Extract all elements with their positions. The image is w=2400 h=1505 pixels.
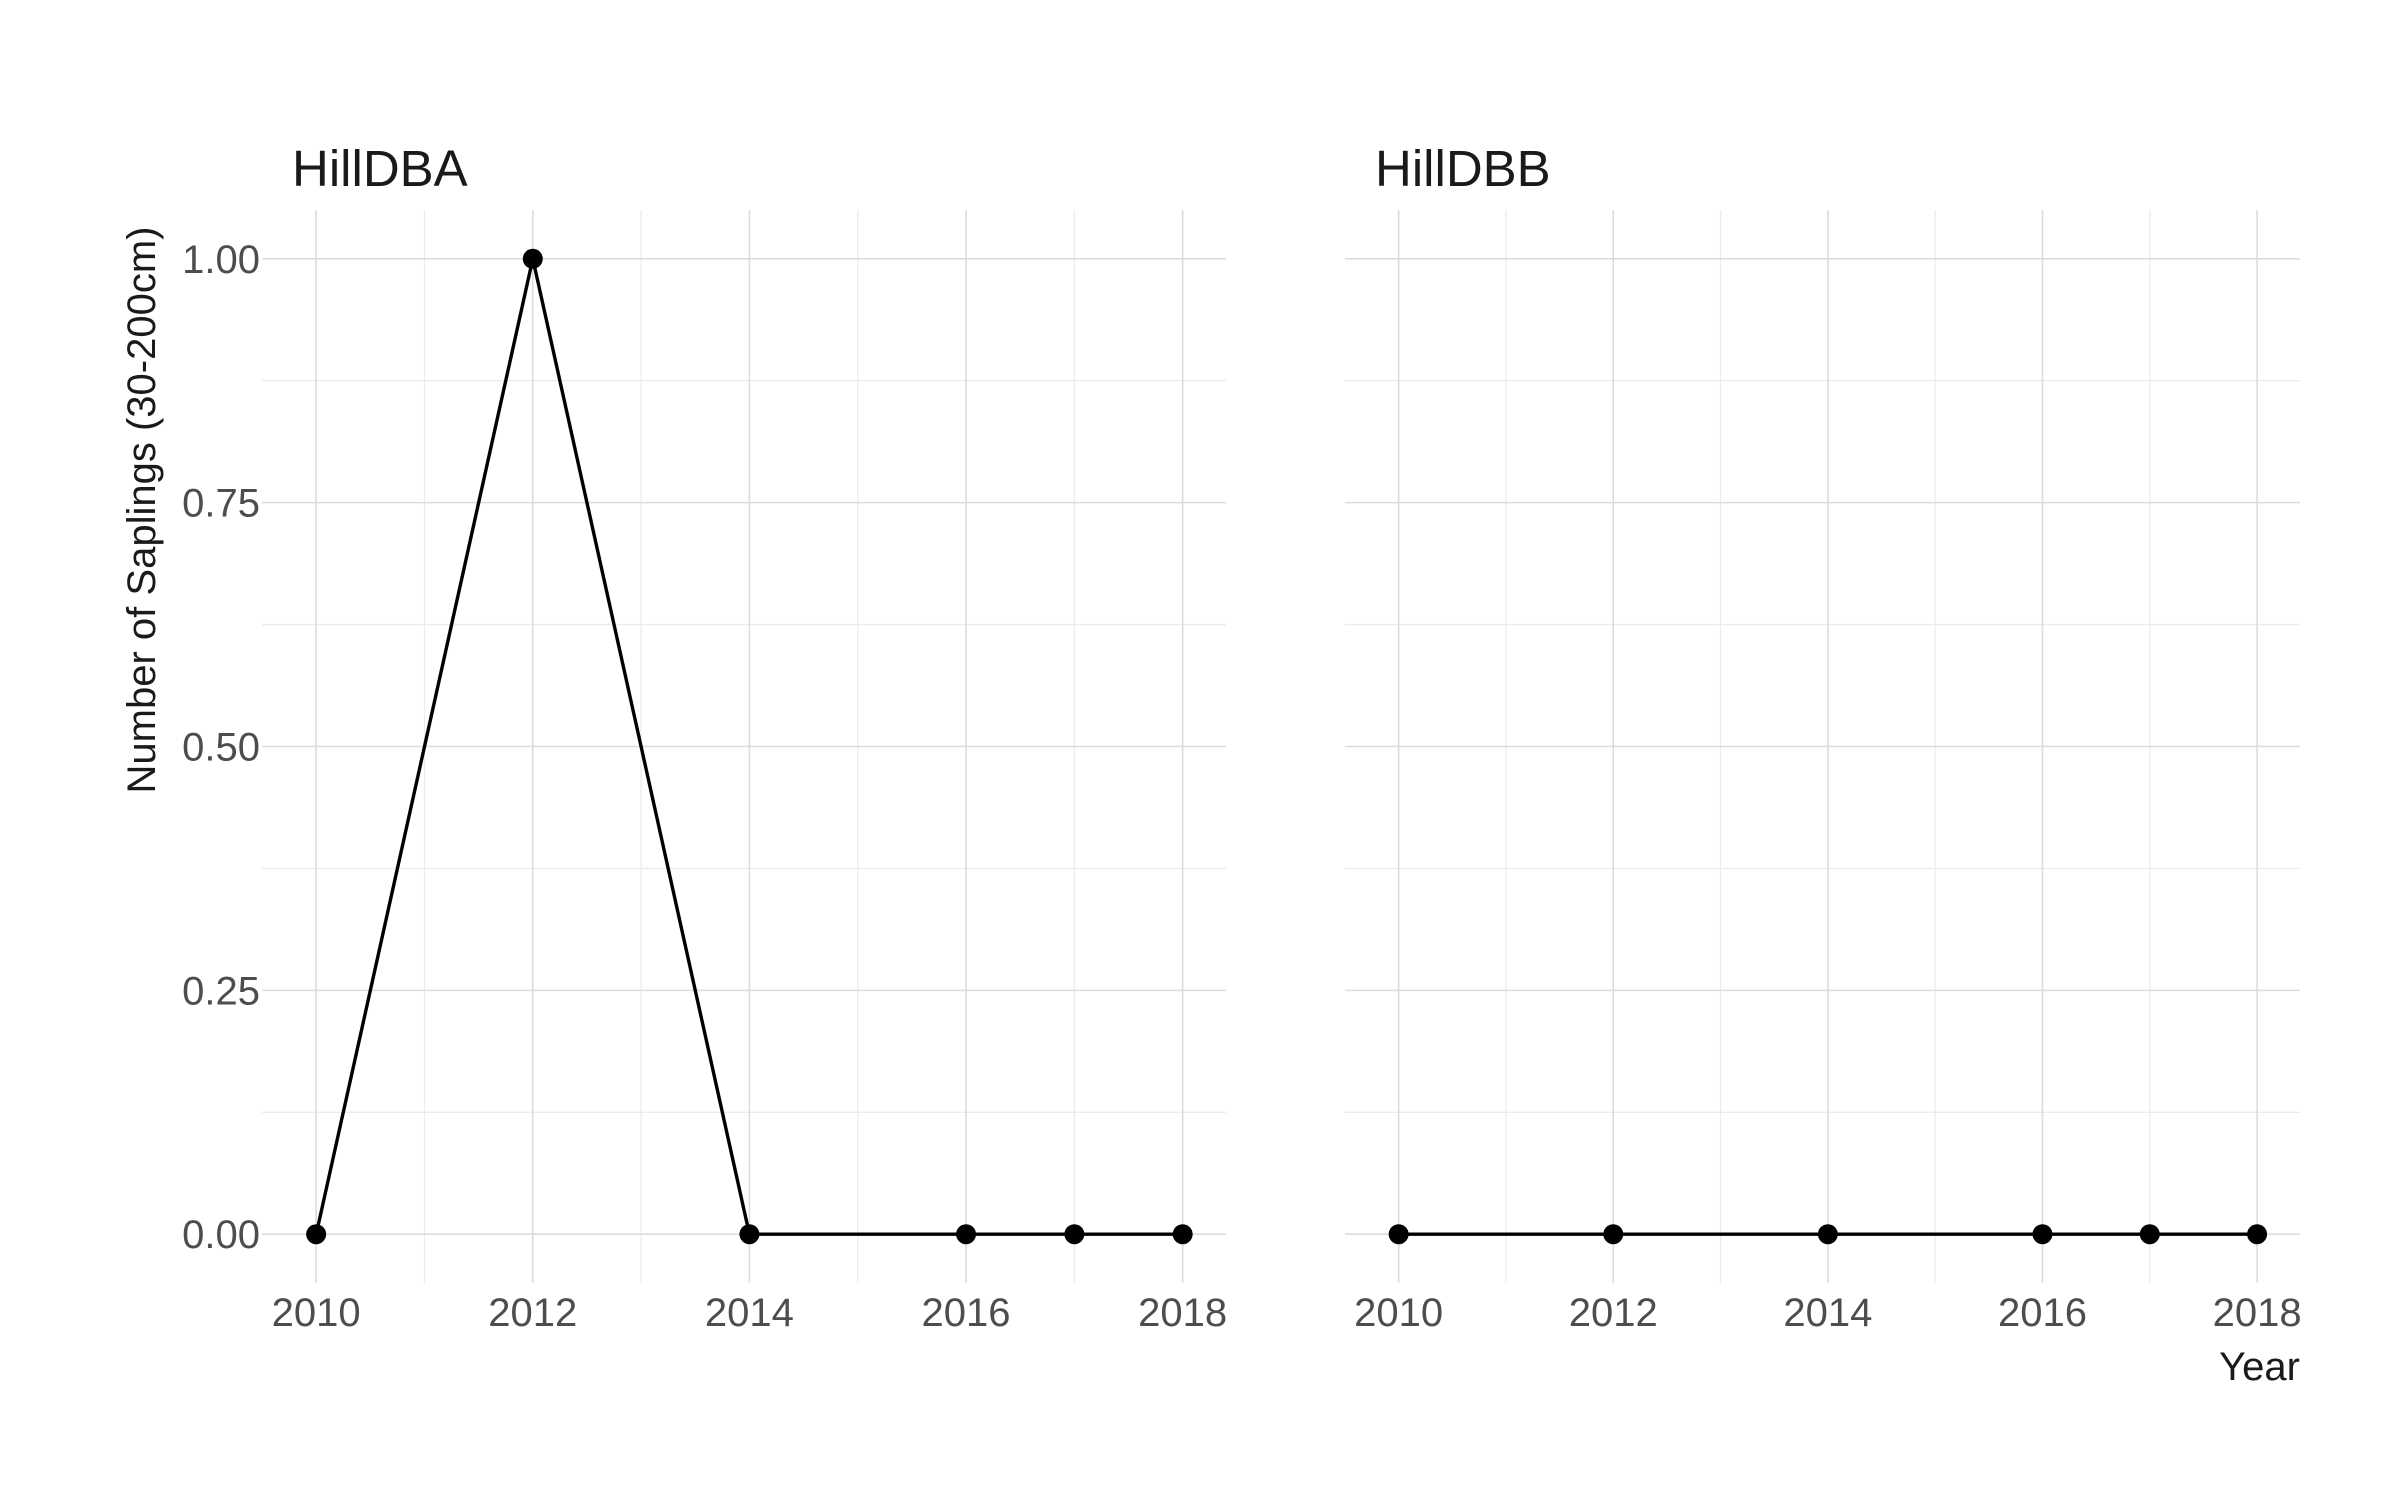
y-tick-label: 0.00 bbox=[182, 1213, 260, 1257]
panel-1-data-point bbox=[306, 1224, 327, 1245]
y-tick-label: 0.25 bbox=[182, 969, 260, 1013]
panel-2-data-point bbox=[1388, 1224, 1409, 1245]
panel-1-data-point bbox=[1064, 1224, 1085, 1245]
panel-1-x-tick-label: 2012 bbox=[488, 1291, 577, 1335]
panel-2-title: HillDBB bbox=[1375, 140, 1551, 197]
panel-2-data-point bbox=[2247, 1224, 2268, 1245]
panel-1-data-point bbox=[956, 1224, 977, 1245]
panel-1-x-tick-label: 2010 bbox=[272, 1291, 361, 1335]
y-tick-label: 1.00 bbox=[182, 238, 260, 282]
panel-2-x-tick-label: 2016 bbox=[1998, 1291, 2087, 1335]
y-axis-title: Number of Saplings (30-200cm) bbox=[120, 227, 164, 794]
panel-2-x-tick-label: 2010 bbox=[1354, 1291, 1443, 1335]
x-axis-title: Year bbox=[2219, 1345, 2300, 1389]
panel-2-data-point bbox=[2139, 1224, 2160, 1245]
panel-1-x-tick-label: 2018 bbox=[1138, 1291, 1227, 1335]
panel-2-x-tick-label: 2018 bbox=[2213, 1291, 2302, 1335]
panel-1-data-point bbox=[1172, 1224, 1193, 1245]
panel-1-x-tick-label: 2016 bbox=[922, 1291, 1011, 1335]
panel-1-data-point bbox=[739, 1224, 760, 1245]
panel-1-x-tick-label: 2014 bbox=[705, 1291, 794, 1335]
y-tick-label: 0.75 bbox=[182, 482, 260, 526]
panel-2-data-point bbox=[1603, 1224, 1624, 1245]
panel-2-data-point bbox=[1817, 1224, 1838, 1245]
panel-2-data-point bbox=[2032, 1224, 2053, 1245]
panel-1-title: HillDBA bbox=[292, 140, 468, 197]
panel-2-x-tick-label: 2012 bbox=[1569, 1291, 1658, 1335]
panel-1-data-point bbox=[522, 248, 543, 269]
panel-2-x-tick-label: 2014 bbox=[1783, 1291, 1872, 1335]
panel-1-series-line bbox=[314, 258, 1183, 1236]
y-tick-label: 0.50 bbox=[182, 726, 260, 770]
